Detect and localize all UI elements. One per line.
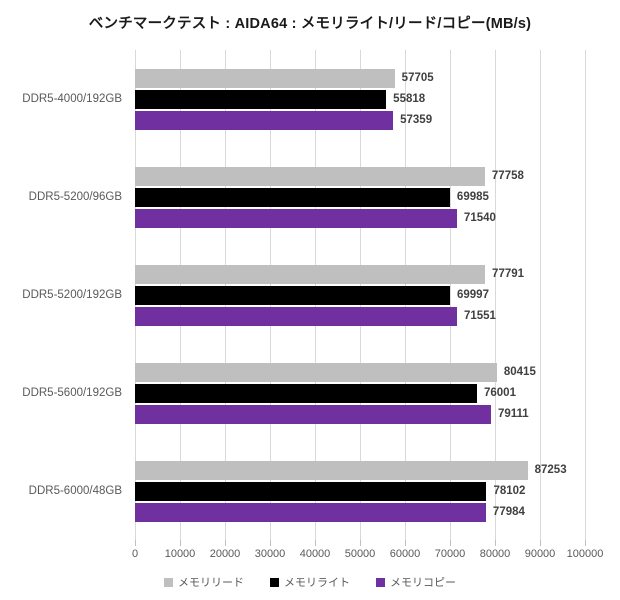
category-label: DDR5-5600/192GB bbox=[22, 387, 122, 399]
bar-group: 77758 69985 71540 bbox=[135, 148, 585, 246]
bar-row: 78102 bbox=[135, 481, 585, 501]
bar-value-label: 55818 bbox=[393, 92, 426, 105]
tick-mark bbox=[450, 540, 451, 546]
tick-mark bbox=[225, 540, 226, 546]
bar-row: 77758 bbox=[135, 166, 585, 186]
x-tick-label: 70000 bbox=[434, 548, 466, 560]
tick-mark bbox=[180, 540, 181, 546]
plot-area: 57705 55818 57359 77758 69985 71540 77791 69997… bbox=[135, 50, 586, 546]
bar-value-label: 80415 bbox=[503, 365, 536, 378]
bar-value-label: 77984 bbox=[492, 505, 525, 518]
bar-series-0 bbox=[135, 68, 395, 88]
bar-row: 55818 bbox=[135, 89, 585, 109]
x-tick-label: 20000 bbox=[209, 548, 241, 560]
bar-group: 87253 78102 77984 bbox=[135, 442, 585, 540]
bar-row: 79111 bbox=[135, 404, 585, 424]
legend-swatch-icon bbox=[270, 577, 279, 587]
tick-mark bbox=[585, 540, 586, 546]
bar-series-2 bbox=[135, 502, 486, 522]
category-label: DDR5-5200/192GB bbox=[22, 289, 122, 301]
bar-value-label: 77758 bbox=[491, 169, 524, 182]
x-tick-label: 40000 bbox=[299, 548, 331, 560]
bar-groups: 57705 55818 57359 77758 69985 71540 77791 69997… bbox=[135, 50, 585, 540]
tick-mark bbox=[405, 540, 406, 546]
legend-label: メモリライト bbox=[284, 577, 350, 589]
bar-series-2 bbox=[135, 404, 491, 424]
tick-mark bbox=[495, 540, 496, 546]
legend-swatch-icon bbox=[376, 577, 385, 587]
x-tick-label: 100000 bbox=[566, 548, 604, 560]
bar-group: 80415 76001 79111 bbox=[135, 344, 585, 442]
bar-value-label: 69997 bbox=[456, 288, 489, 301]
legend-item: メモリライト bbox=[270, 574, 350, 590]
x-tick-label: 0 bbox=[131, 548, 139, 560]
tick-mark bbox=[360, 540, 361, 546]
bar-row: 71540 bbox=[135, 208, 585, 228]
bar-value-label: 76001 bbox=[484, 386, 516, 399]
category-label: DDR5-6000/48GB bbox=[28, 485, 122, 497]
value-axis: 0 10000 20000 30000 40000 50000 60000 70000 8000… bbox=[0, 548, 620, 562]
bar-series-2 bbox=[135, 208, 457, 228]
tick-mark bbox=[135, 540, 136, 546]
bar-row: 57359 bbox=[135, 110, 585, 130]
tick-mark bbox=[315, 540, 316, 546]
bar-series-2 bbox=[135, 306, 457, 326]
category-label: DDR5-4000/192GB bbox=[22, 93, 122, 105]
bar-group: 77791 69997 71551 bbox=[135, 246, 585, 344]
bar-row: 69997 bbox=[135, 285, 585, 305]
bar-series-0 bbox=[135, 362, 497, 382]
tick-mark bbox=[270, 540, 271, 546]
bar-group: 57705 55818 57359 bbox=[135, 50, 585, 148]
bar-series-1 bbox=[135, 481, 487, 501]
bar-value-label: 57705 bbox=[401, 71, 434, 84]
category-axis: DDR5-4000/192GB DDR5-5200/96GB DDR5-5200/1… bbox=[0, 50, 122, 540]
bar-row: 87253 bbox=[135, 460, 585, 480]
gridline bbox=[585, 50, 586, 540]
bar-value-label: 69985 bbox=[456, 190, 489, 203]
bar-row: 80415 bbox=[135, 362, 585, 382]
legend-item: メモリコピー bbox=[376, 574, 456, 590]
bar-series-2 bbox=[135, 110, 394, 130]
bar-value-label: 79111 bbox=[497, 407, 529, 420]
bar-series-1 bbox=[135, 187, 450, 207]
legend-swatch-icon bbox=[164, 577, 173, 587]
bar-row: 69985 bbox=[135, 187, 585, 207]
bar-value-label: 77791 bbox=[492, 267, 525, 280]
bar-series-1 bbox=[135, 89, 387, 109]
bar-row: 77791 bbox=[135, 264, 585, 284]
bar-row: 76001 bbox=[135, 383, 585, 403]
category-label: DDR5-5200/96GB bbox=[28, 191, 122, 203]
bar-row: 77984 bbox=[135, 502, 585, 522]
bar-value-label: 78102 bbox=[493, 484, 526, 497]
legend-item: メモリリード bbox=[164, 574, 244, 590]
x-tick-label: 90000 bbox=[524, 548, 556, 560]
gridline bbox=[540, 50, 541, 540]
x-tick-label: 50000 bbox=[344, 548, 376, 560]
bar-row: 71551 bbox=[135, 306, 585, 326]
bar-value-label: 71551 bbox=[463, 309, 496, 322]
x-tick-label: 60000 bbox=[389, 548, 421, 560]
x-tick-label: 30000 bbox=[254, 548, 286, 560]
legend-label: メモリリード bbox=[178, 577, 244, 589]
gridline bbox=[495, 50, 496, 540]
legend: メモリリード メモリライト メモリコピー bbox=[0, 574, 620, 590]
x-tick-label: 80000 bbox=[479, 548, 511, 560]
bar-row: 57705 bbox=[135, 68, 585, 88]
bar-value-label: 87253 bbox=[534, 463, 567, 476]
bar-value-label: 71540 bbox=[463, 211, 496, 224]
x-tick-label: 10000 bbox=[164, 548, 196, 560]
bar-series-1 bbox=[135, 383, 477, 403]
bar-value-label: 57359 bbox=[400, 113, 433, 126]
bar-series-0 bbox=[135, 460, 528, 480]
tick-mark bbox=[540, 540, 541, 546]
gridline bbox=[450, 50, 451, 540]
bar-series-0 bbox=[135, 166, 485, 186]
bar-series-0 bbox=[135, 264, 486, 284]
legend-label: メモリコピー bbox=[390, 577, 456, 589]
bar-series-1 bbox=[135, 285, 450, 305]
chart-title: ベンチマークテスト : AIDA64 : メモリライト/リード/コピー(MB/s… bbox=[88, 16, 532, 32]
